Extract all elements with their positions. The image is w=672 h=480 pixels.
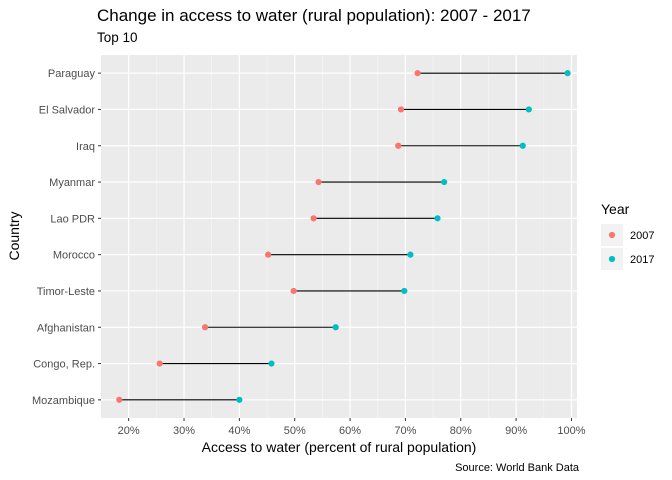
x-axis-ticks: 20% 30% 40% 50% 60% 70% 80% 90% 100% (118, 418, 586, 437)
x-tick-label: 60% (339, 425, 361, 437)
y-tick-label: El Salvador (39, 104, 96, 116)
y-tick-label: Afghanistan (37, 322, 95, 334)
x-tick-label: 80% (450, 425, 472, 437)
y-tick-label: Paraguay (48, 68, 96, 80)
x-tick-label: 30% (173, 425, 195, 437)
x-tick-label: 50% (284, 425, 306, 437)
y-tick-label: Mozambique (32, 395, 95, 407)
data-point-2017 (401, 288, 407, 294)
data-point-2017 (333, 324, 339, 330)
data-point-2007 (265, 252, 271, 258)
chart-title: Change in access to water (rural populat… (97, 6, 531, 25)
legend-title: Year (601, 201, 630, 217)
y-axis-title: Country (6, 211, 22, 260)
x-axis-title: Access to water (percent of rural popula… (202, 439, 477, 455)
data-point-2007 (157, 360, 163, 366)
legend: Year 2007 2017 (601, 201, 654, 270)
data-point-2007 (291, 288, 297, 294)
legend-label-2017: 2017 (630, 254, 654, 266)
data-point-2007 (414, 70, 420, 76)
legend-swatch-2017 (609, 256, 615, 262)
chart-caption: Source: World Bank Data (455, 462, 580, 474)
x-tick-label: 40% (228, 425, 250, 437)
x-tick-label: 90% (505, 425, 527, 437)
y-tick-label: Myanmar (49, 177, 95, 189)
data-point-2017 (434, 215, 440, 221)
x-tick-label: 20% (118, 425, 140, 437)
data-point-2017 (520, 143, 526, 149)
y-tick-label: Lao PDR (50, 213, 95, 225)
data-point-2007 (202, 324, 208, 330)
y-tick-label: Timor-Leste (37, 286, 95, 298)
legend-swatch-2007 (609, 232, 615, 238)
data-point-2007 (398, 106, 404, 112)
y-axis-ticks: Paraguay El Salvador Iraq Myanmar Lao PDR Mor… (32, 68, 101, 407)
y-tick-label: Morocco (53, 250, 95, 262)
chart-subtitle: Top 10 (97, 30, 138, 45)
y-tick-label: Congo, Rep. (33, 359, 95, 371)
x-tick-label: 70% (394, 425, 416, 437)
data-point-2007 (315, 179, 321, 185)
x-tick-label: 100% (557, 425, 585, 437)
data-point-2017 (268, 360, 274, 366)
data-point-2007 (116, 397, 122, 403)
y-tick-label: Iraq (76, 141, 95, 153)
data-point-2017 (441, 179, 447, 185)
data-point-2017 (564, 70, 570, 76)
data-point-2007 (310, 215, 316, 221)
data-point-2017 (407, 252, 413, 258)
legend-label-2007: 2007 (630, 230, 654, 242)
data-point-2017 (236, 397, 242, 403)
data-point-2007 (395, 143, 401, 149)
data-point-2017 (526, 106, 532, 112)
